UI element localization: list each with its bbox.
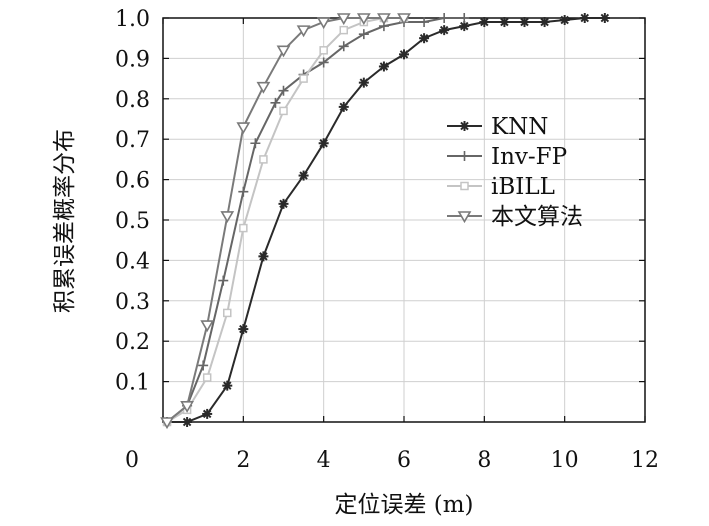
legend-entry-1: Inv-FP: [447, 144, 567, 170]
data-point-marker: [218, 275, 229, 286]
legend-marker: [457, 211, 472, 224]
data-point-marker: [479, 17, 490, 28]
legend-label: Inv-FP: [491, 144, 567, 170]
series-0: [162, 13, 610, 427]
y-tick-label: 0.7: [115, 128, 150, 153]
data-point-marker: [258, 251, 269, 262]
x-tick-label: 4: [317, 448, 331, 473]
x-tick-label: 8: [477, 448, 491, 473]
data-point-marker: [419, 33, 430, 44]
x-tick-label: 0: [125, 448, 139, 473]
data-point-marker: [419, 17, 430, 28]
data-point-marker: [182, 417, 193, 427]
data-point-marker: [222, 380, 233, 391]
data-point-marker: [459, 13, 470, 23]
data-point-marker: [318, 57, 329, 68]
data-point-marker: [358, 77, 369, 88]
y-tick-label: 0.5: [115, 209, 150, 234]
y-tick-label: 0.6: [115, 169, 150, 194]
data-point-marker: [238, 186, 249, 197]
data-point-marker: [270, 97, 281, 108]
data-point-marker: [378, 61, 389, 72]
data-point-marker: [439, 13, 450, 23]
y-tick-label: 0.1: [115, 371, 150, 396]
data-point-marker: [259, 155, 268, 164]
data-point-marker: [377, 13, 391, 26]
data-point-marker: [238, 324, 249, 335]
legend-label: KNN: [491, 114, 548, 140]
data-point-marker: [198, 360, 209, 371]
y-axis-label: 积累误差概率分布: [52, 129, 78, 313]
legend-entry-0: KNN: [447, 114, 548, 140]
y-tick-label: 0.2: [115, 330, 150, 355]
y-tick-label: 0.4: [115, 249, 150, 274]
data-point-marker: [338, 101, 349, 112]
data-point-marker: [250, 138, 261, 149]
legend: KNN Inv-FP iBILL 本文算法: [447, 114, 583, 230]
legend-entry-2: iBILL: [447, 174, 555, 200]
data-point-marker: [276, 45, 291, 58]
legend-marker: [460, 181, 469, 191]
data-point-marker: [236, 122, 251, 135]
data-point-marker: [296, 25, 311, 38]
data-point-marker: [318, 138, 329, 149]
data-point-marker: [356, 13, 371, 26]
data-point-marker: [239, 223, 248, 233]
x-tick-label: 12: [631, 448, 659, 473]
data-point-marker: [579, 13, 590, 23]
data-point-marker: [499, 17, 510, 28]
legend-label: iBILL: [491, 174, 555, 200]
data-point-marker: [316, 17, 331, 30]
data-point-marker: [339, 25, 348, 35]
y-tick-label: 0.8: [115, 88, 150, 113]
legend-entry-3: 本文算法: [447, 204, 583, 230]
data-point-marker: [319, 46, 328, 55]
data-point-marker: [298, 170, 309, 181]
data-point-marker: [439, 25, 450, 36]
data-point-marker: [202, 373, 212, 382]
x-tick-label: 2: [236, 448, 250, 473]
data-point-marker: [278, 85, 289, 96]
data-point-marker: [338, 41, 349, 52]
data-point-marker: [160, 417, 174, 430]
x-tick-label: 6: [397, 448, 411, 473]
x-tick-label: 10: [551, 448, 579, 473]
data-point-marker: [200, 320, 215, 333]
legend-marker: [459, 121, 470, 131]
data-point-marker: [299, 74, 308, 83]
series-3: [160, 13, 411, 430]
data-point-marker: [399, 49, 409, 60]
data-point-marker: [220, 211, 235, 224]
data-point-marker: [256, 81, 271, 94]
data-point-marker: [599, 13, 610, 23]
data-point-marker: [279, 106, 288, 116]
y-tick-label: 1.0: [115, 7, 150, 32]
y-tick-label: 0.9: [115, 47, 150, 72]
data-point-marker: [559, 15, 570, 26]
data-point-marker: [278, 198, 289, 209]
data-point-marker: [397, 13, 411, 26]
data-point-marker: [336, 13, 351, 26]
data-point-marker: [539, 17, 550, 28]
x-axis-label: 定位误差 (m): [334, 492, 473, 518]
data-point-marker: [180, 401, 194, 413]
axes: 0 2 4 6 8 10 12 0.1 0.2 0.3 0.4 0.5 0.6 0.7 0.8 0.9 1.0: [115, 7, 659, 473]
data-point-marker: [358, 29, 369, 40]
data-point-marker: [519, 17, 530, 28]
series-group: [160, 13, 610, 430]
y-tick-label: 0.3: [115, 290, 150, 315]
legend-label: 本文算法: [491, 204, 583, 230]
data-point-marker: [202, 408, 213, 419]
data-point-marker: [223, 308, 232, 318]
legend-marker: [459, 151, 470, 161]
